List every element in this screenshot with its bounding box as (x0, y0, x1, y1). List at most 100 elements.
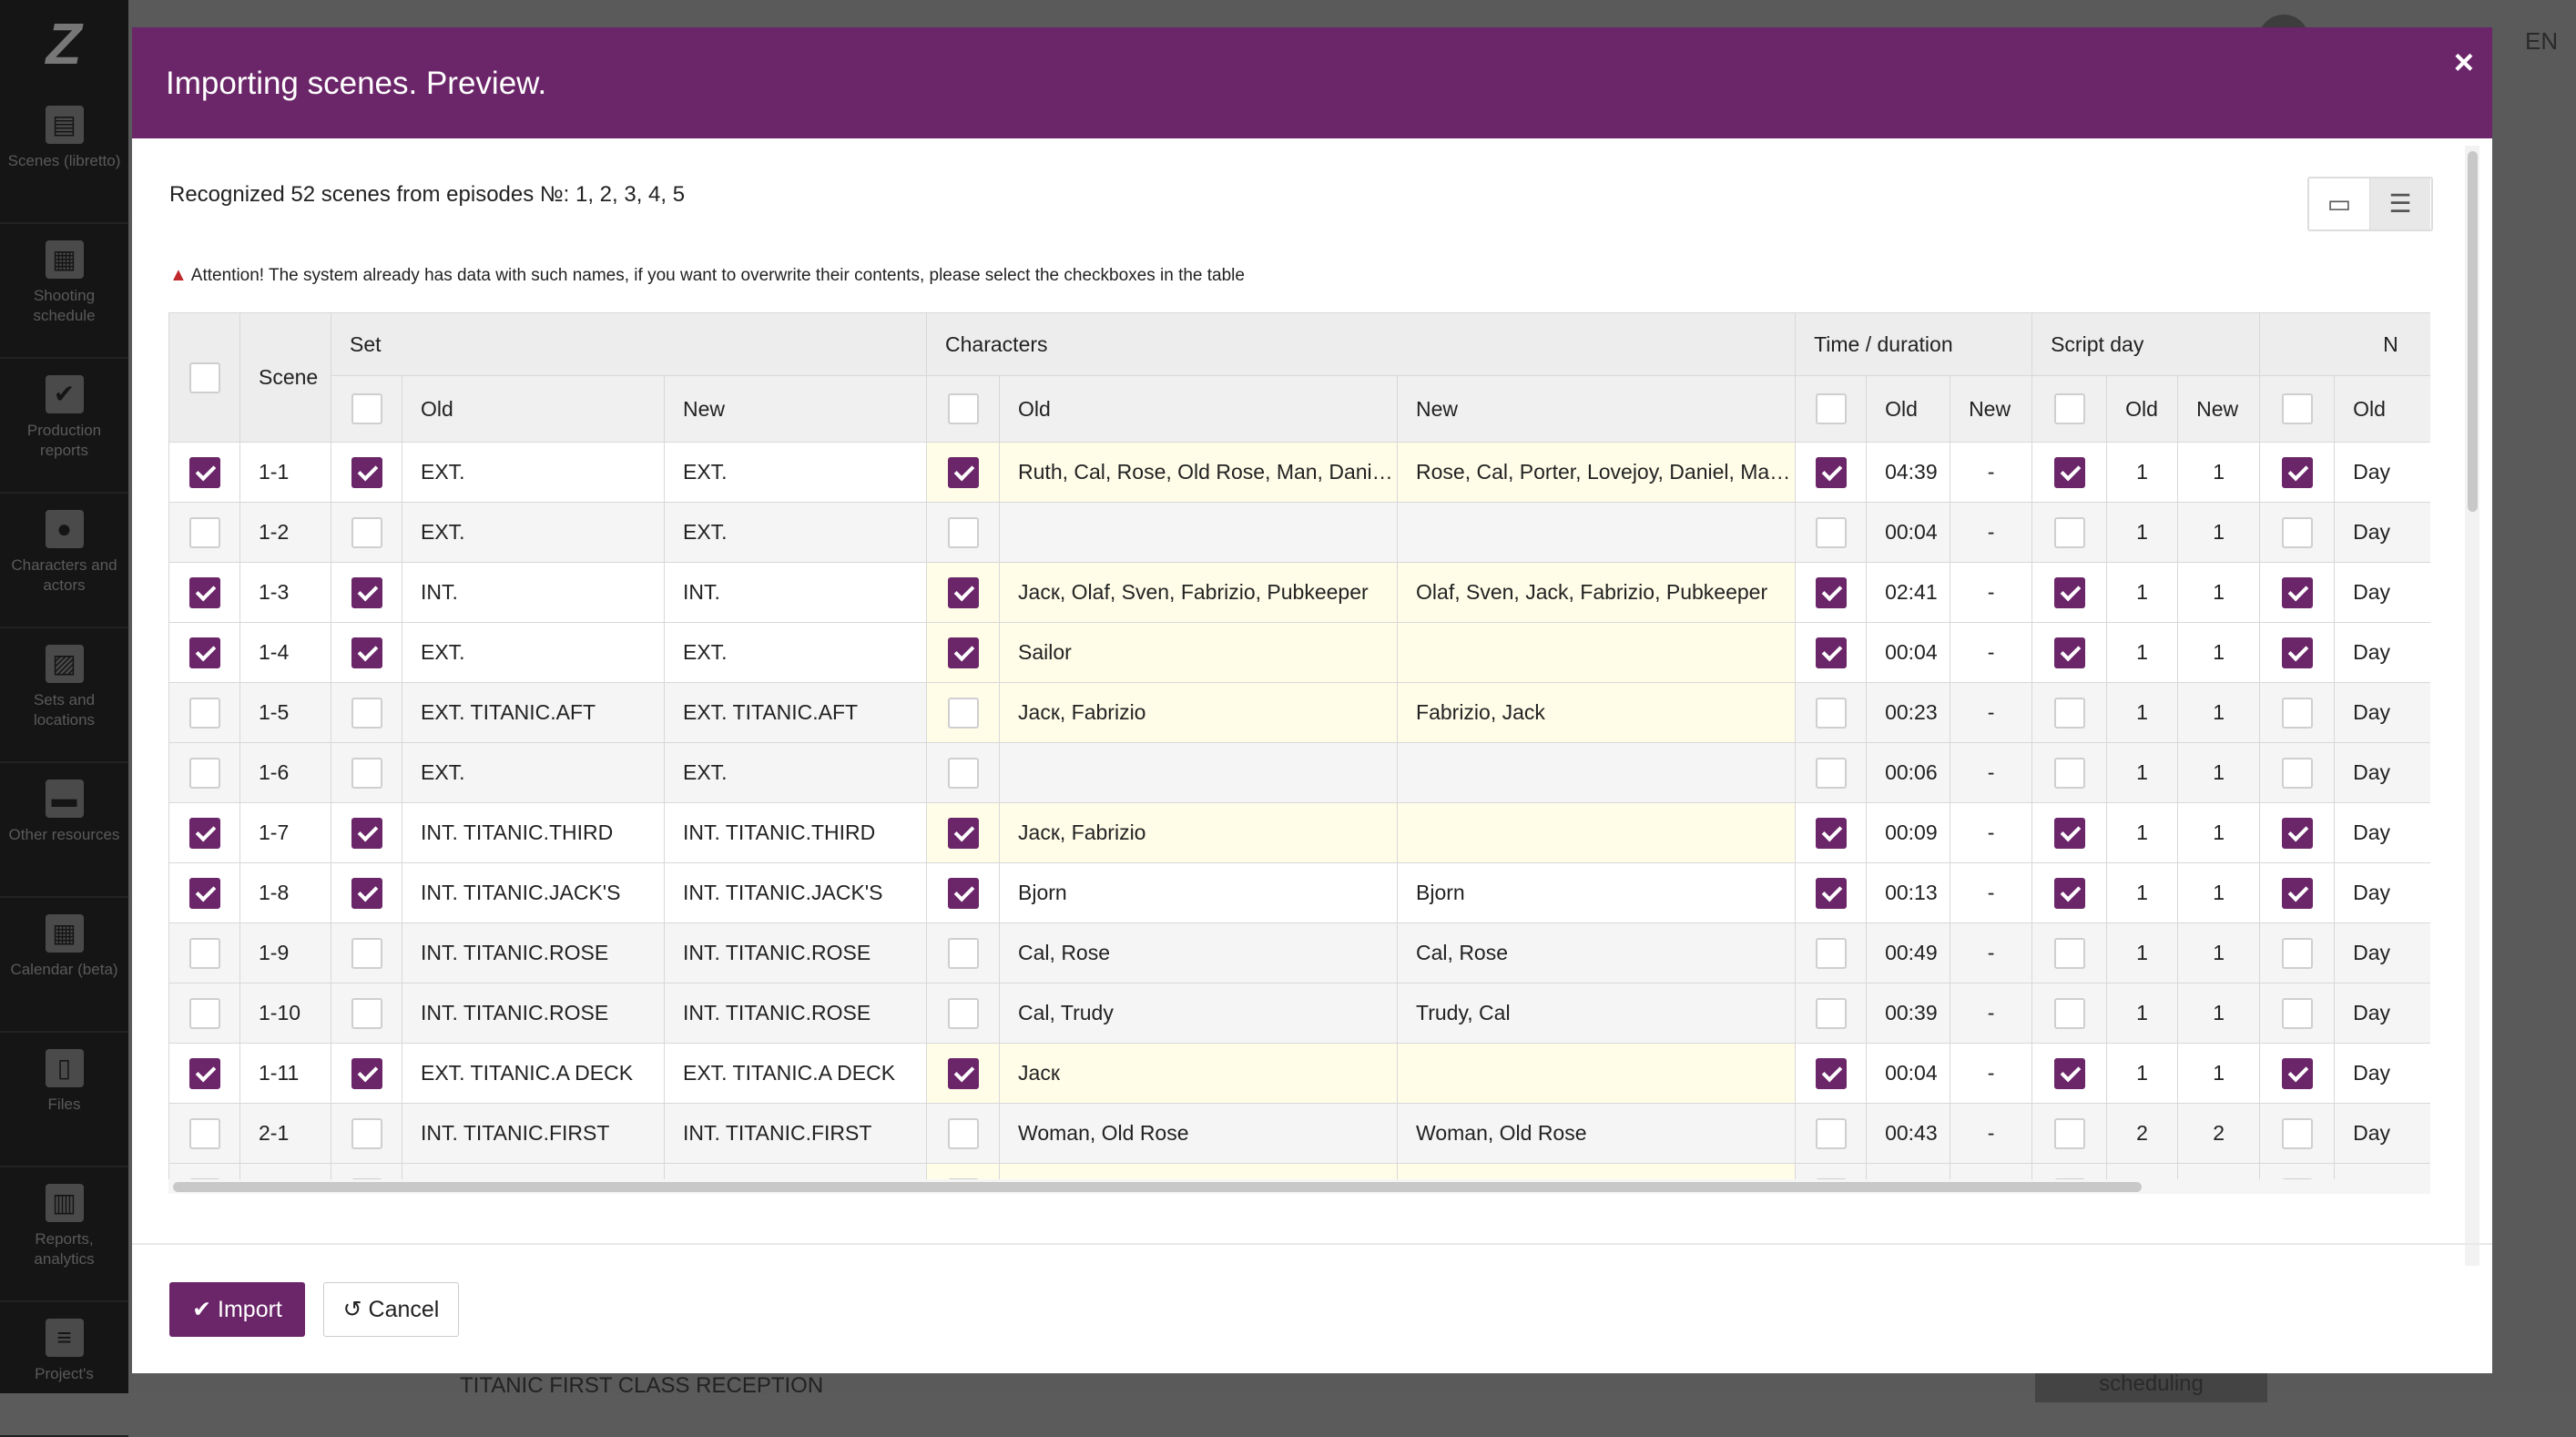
sidebar-item[interactable]: ▦ Calendar (beta) (0, 898, 128, 1033)
characters-checkbox[interactable] (947, 997, 979, 1029)
script-day-select-checkbox[interactable] (2053, 393, 2085, 424)
row-checkbox[interactable] (188, 757, 220, 789)
set-checkbox[interactable] (351, 576, 382, 608)
time-checkbox[interactable] (1815, 937, 1847, 969)
characters-checkbox[interactable] (947, 1177, 979, 1179)
next-checkbox[interactable] (2281, 757, 2313, 789)
sidebar-item[interactable]: ▯ Files (0, 1033, 128, 1167)
list-view-icon[interactable]: ☰ (2370, 178, 2430, 229)
time-checkbox[interactable] (1815, 817, 1847, 849)
time-checkbox[interactable] (1815, 697, 1847, 729)
language-switch[interactable]: EN (2525, 27, 2559, 55)
next-checkbox[interactable] (2281, 576, 2313, 608)
characters-checkbox[interactable] (947, 516, 979, 548)
next-checkbox[interactable] (2281, 877, 2313, 909)
sidebar-item[interactable]: ▤ Scenes (libretto) (0, 89, 128, 224)
characters-checkbox[interactable] (947, 877, 979, 909)
set-checkbox[interactable] (351, 937, 382, 969)
time-checkbox[interactable] (1815, 576, 1847, 608)
characters-checkbox[interactable] (947, 456, 979, 488)
set-checkbox[interactable] (351, 1117, 382, 1149)
script-day-checkbox[interactable] (2053, 877, 2085, 909)
time-checkbox[interactable] (1815, 1057, 1847, 1089)
set-checkbox[interactable] (351, 697, 382, 729)
sidebar-item[interactable]: ▨ Sets and locations (0, 628, 128, 763)
set-checkbox[interactable] (351, 456, 382, 488)
row-checkbox[interactable] (188, 456, 220, 488)
sidebar-item[interactable]: ≡ Project's (0, 1302, 128, 1437)
script-day-checkbox[interactable] (2053, 1177, 2085, 1179)
script-day-checkbox[interactable] (2053, 1117, 2085, 1149)
modal-vertical-scrollbar-thumb[interactable] (2468, 151, 2478, 512)
set-checkbox[interactable] (351, 1057, 382, 1089)
set-checkbox[interactable] (351, 817, 382, 849)
row-checkbox[interactable] (188, 516, 220, 548)
set-checkbox[interactable] (351, 1177, 382, 1179)
row-checkbox[interactable] (188, 1117, 220, 1149)
script-day-checkbox[interactable] (2053, 817, 2085, 849)
script-day-checkbox[interactable] (2053, 757, 2085, 789)
row-checkbox[interactable] (188, 997, 220, 1029)
row-checkbox[interactable] (188, 877, 220, 909)
close-icon[interactable]: × (2453, 44, 2474, 82)
sidebar-item[interactable]: ▥ Reports, analytics (0, 1167, 128, 1302)
script-day-checkbox[interactable] (2053, 1057, 2085, 1089)
script-day-checkbox[interactable] (2053, 997, 2085, 1029)
set-checkbox[interactable] (351, 516, 382, 548)
script-day-checkbox[interactable] (2053, 516, 2085, 548)
next-checkbox[interactable] (2281, 937, 2313, 969)
sidebar-item[interactable]: ▦ Shooting schedule (0, 224, 128, 359)
characters-checkbox[interactable] (947, 637, 979, 668)
table-horizontal-scrollbar-thumb[interactable] (173, 1182, 2142, 1192)
next-checkbox[interactable] (2281, 516, 2313, 548)
app-logo[interactable]: Z (46, 11, 82, 76)
next-checkbox[interactable] (2281, 456, 2313, 488)
characters-checkbox[interactable] (947, 757, 979, 789)
characters-select-checkbox[interactable] (947, 393, 979, 424)
time-checkbox[interactable] (1815, 997, 1847, 1029)
next-checkbox[interactable] (2281, 697, 2313, 729)
sidebar-item[interactable]: ▬ Other resources (0, 763, 128, 898)
characters-checkbox[interactable] (947, 1057, 979, 1089)
row-checkbox[interactable] (188, 1177, 220, 1179)
characters-checkbox[interactable] (947, 1117, 979, 1149)
characters-checkbox[interactable] (947, 697, 979, 729)
time-checkbox[interactable] (1815, 757, 1847, 789)
import-button[interactable]: ✔ Import (169, 1282, 305, 1337)
time-checkbox[interactable] (1815, 1117, 1847, 1149)
script-day-checkbox[interactable] (2053, 637, 2085, 668)
time-checkbox[interactable] (1815, 1177, 1847, 1179)
set-select-checkbox[interactable] (351, 393, 382, 424)
set-checkbox[interactable] (351, 997, 382, 1029)
script-day-checkbox[interactable] (2053, 456, 2085, 488)
script-day-checkbox[interactable] (2053, 576, 2085, 608)
row-checkbox[interactable] (188, 637, 220, 668)
next-checkbox[interactable] (2281, 1057, 2313, 1089)
time-checkbox[interactable] (1815, 456, 1847, 488)
next-checkbox[interactable] (2281, 997, 2313, 1029)
set-checkbox[interactable] (351, 637, 382, 668)
select-all-checkbox[interactable] (188, 362, 220, 393)
next-checkbox[interactable] (2281, 817, 2313, 849)
row-checkbox[interactable] (188, 817, 220, 849)
sidebar-item[interactable]: ● Characters and actors (0, 494, 128, 628)
next-checkbox[interactable] (2281, 1177, 2313, 1179)
set-checkbox[interactable] (351, 757, 382, 789)
time-select-checkbox[interactable] (1815, 393, 1847, 424)
cancel-button[interactable]: ↺ Cancel (323, 1282, 459, 1337)
row-checkbox[interactable] (188, 697, 220, 729)
characters-checkbox[interactable] (947, 817, 979, 849)
sidebar-item[interactable]: ✔ Production reports (0, 359, 128, 494)
script-day-checkbox[interactable] (2053, 937, 2085, 969)
next-checkbox[interactable] (2281, 637, 2313, 668)
characters-checkbox[interactable] (947, 576, 979, 608)
characters-checkbox[interactable] (947, 937, 979, 969)
time-checkbox[interactable] (1815, 877, 1847, 909)
next-checkbox[interactable] (2281, 1117, 2313, 1149)
time-checkbox[interactable] (1815, 516, 1847, 548)
time-checkbox[interactable] (1815, 637, 1847, 668)
script-day-checkbox[interactable] (2053, 697, 2085, 729)
row-checkbox[interactable] (188, 1057, 220, 1089)
compact-view-icon[interactable]: ▭ (2309, 178, 2371, 229)
row-checkbox[interactable] (188, 937, 220, 969)
